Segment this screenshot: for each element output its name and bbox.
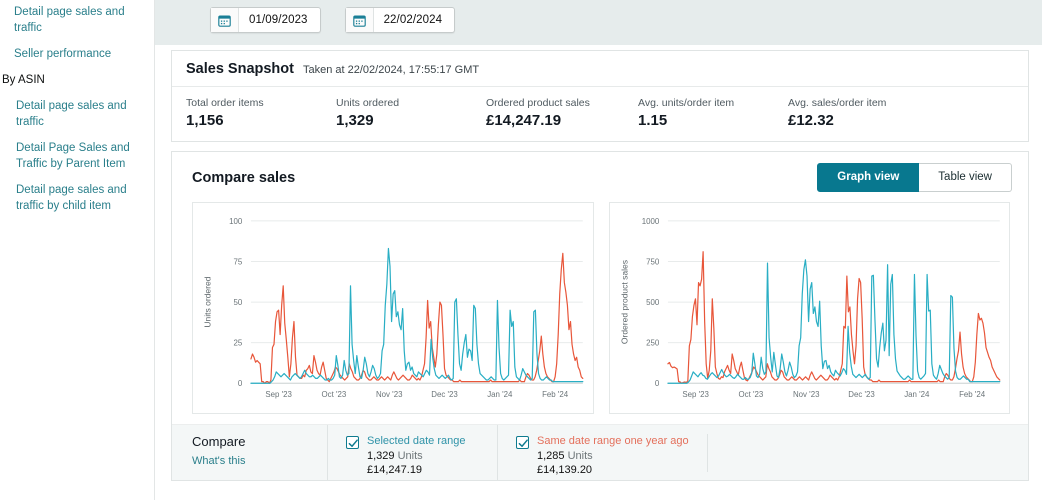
legend-series-name: Same date range one year ago	[537, 435, 689, 447]
compare-legend-footer: Compare What's this Selected date range …	[172, 424, 1028, 480]
svg-text:Jan '24: Jan '24	[487, 390, 513, 399]
check-icon	[348, 439, 358, 447]
legend-units-value: 1,285	[537, 450, 565, 462]
calendar-icon	[345, 8, 374, 32]
date-range-bar: 01/09/2023 22/02/2024	[155, 0, 1042, 45]
chart-ordered-product-sales[interactable]: 0 250 500 750 1000 Ordered product sales Sep '…	[608, 202, 1010, 414]
legend-units-word: Units	[397, 450, 423, 462]
sidebar-item-detail-page-sales-traffic-asin[interactable]: Detail page sales and traffic	[16, 100, 127, 128]
svg-text:100: 100	[229, 217, 243, 226]
svg-text:75: 75	[233, 257, 242, 266]
legend-units: 1,285 Units	[537, 449, 689, 463]
tab-table-view[interactable]: Table view	[919, 163, 1012, 192]
metric-label: Units ordered	[336, 97, 400, 109]
metric-value: £14,247.19	[486, 112, 562, 129]
svg-text:500: 500	[646, 298, 660, 307]
legend-item-prior-year-range: Same date range one year ago 1,285 Units…	[497, 425, 707, 480]
metric-avg-units-per-order-item: Avg. units/order item 1.15	[638, 96, 788, 130]
legend-units-value: 1,329	[367, 450, 395, 462]
charts-container: 0 25 50 75 100 Units ordered Sep '23 Oct '23 Nov…	[172, 202, 1028, 414]
chart-units-ordered[interactable]: 0 25 50 75 100 Units ordered Sep '23 Oct '23 Nov…	[192, 202, 594, 414]
svg-text:250: 250	[646, 339, 660, 348]
svg-text:25: 25	[233, 339, 242, 348]
sidebar-item-seller-performance[interactable]: Seller performance	[14, 48, 112, 60]
svg-text:Oct '23: Oct '23	[738, 390, 763, 399]
tab-graph-view[interactable]: Graph view	[817, 163, 920, 192]
calendar-icon	[211, 8, 239, 32]
compare-label-group: Compare What's this	[192, 425, 327, 480]
svg-text:Ordered product sales: Ordered product sales	[619, 260, 629, 344]
legend-sales: £14,139.20	[537, 464, 593, 476]
sidebar-item-detail-page-sales-traffic[interactable]: Detail page sales and traffic	[14, 6, 125, 34]
sales-snapshot-panel: Sales Snapshot Taken at 22/02/2024, 17:5…	[171, 50, 1029, 142]
legend-checkbox-prior-year-range[interactable]	[516, 436, 529, 449]
svg-text:0: 0	[654, 379, 659, 388]
svg-text:Jan '24: Jan '24	[904, 390, 930, 399]
metrics-row: Total order items 1,156 Units ordered 1,…	[172, 87, 1028, 141]
legend-item-selected-range: Selected date range 1,329 Units £14,247.…	[327, 425, 497, 480]
main-content: 01/09/2023 22/02/2024	[155, 0, 1042, 500]
metric-total-order-items: Total order items 1,156	[186, 96, 336, 130]
svg-text:Feb '24: Feb '24	[542, 390, 569, 399]
legend-checkbox-selected-range[interactable]	[346, 436, 359, 449]
metric-avg-sales-per-order-item: Avg. sales/order item £12.32	[788, 96, 896, 130]
metric-value: 1.15	[638, 112, 668, 129]
start-date-value[interactable]: 01/09/2023	[249, 14, 308, 26]
svg-text:Sep '23: Sep '23	[265, 390, 292, 399]
metric-units-ordered: Units ordered 1,329	[336, 96, 486, 130]
metric-value: £12.32	[788, 112, 834, 129]
svg-text:Nov '23: Nov '23	[792, 390, 819, 399]
svg-text:Sep '23: Sep '23	[682, 390, 709, 399]
svg-text:Dec '23: Dec '23	[431, 390, 458, 399]
compare-sales-title: Compare sales	[192, 169, 296, 186]
metric-value: 1,156	[186, 112, 224, 129]
metric-label: Total order items	[186, 97, 264, 109]
legend-units-word: Units	[567, 450, 593, 462]
sidebar-group-by-asin: By ASIN	[2, 74, 45, 86]
svg-text:1000: 1000	[641, 217, 659, 226]
snapshot-timestamp: Taken at 22/02/2024, 17:55:17 GMT	[302, 64, 480, 76]
svg-text:50: 50	[233, 298, 242, 307]
check-icon	[518, 439, 528, 447]
sidebar-item-detail-page-sales-traffic-parent[interactable]: Detail Page Sales and Traffic by Parent …	[16, 142, 130, 170]
svg-text:Dec '23: Dec '23	[848, 390, 875, 399]
view-toggle-group: Graph view Table view	[817, 163, 1012, 192]
start-date-picker[interactable]: 01/09/2023	[210, 7, 321, 33]
legend-divider	[706, 434, 708, 472]
end-date-value[interactable]: 22/02/2024	[383, 14, 443, 26]
compare-sales-header: Compare sales Graph view Table view	[172, 152, 1028, 202]
svg-text:Oct '23: Oct '23	[322, 390, 347, 399]
metric-label: Avg. units/order item	[638, 97, 735, 109]
svg-text:750: 750	[646, 257, 660, 266]
sidebar: Detail page sales and traffic Seller per…	[0, 0, 155, 500]
metric-value: 1,329	[336, 112, 374, 129]
compare-sales-panel: Compare sales Graph view Table view 0 25 5…	[171, 151, 1029, 481]
sales-snapshot-header: Sales Snapshot Taken at 22/02/2024, 17:5…	[172, 51, 1028, 87]
legend-units: 1,329 Units	[367, 449, 465, 463]
svg-text:Nov '23: Nov '23	[376, 390, 403, 399]
legend-series-name: Selected date range	[367, 435, 466, 447]
whats-this-link[interactable]: What's this	[192, 455, 246, 467]
legend-sales: £14,247.19	[367, 464, 423, 476]
svg-text:Units ordered: Units ordered	[203, 276, 213, 327]
metric-ordered-product-sales: Ordered product sales £14,247.19	[486, 96, 638, 130]
end-date-picker[interactable]: 22/02/2024	[344, 7, 456, 33]
page-title: Sales Snapshot	[186, 61, 294, 77]
compare-heading: Compare	[192, 434, 246, 449]
svg-text:Feb '24: Feb '24	[959, 390, 986, 399]
metric-label: Ordered product sales	[486, 97, 590, 109]
svg-text:0: 0	[238, 379, 243, 388]
sidebar-item-detail-page-sales-traffic-child[interactable]: Detail page sales and traffic by child i…	[16, 184, 127, 212]
metric-label: Avg. sales/order item	[788, 97, 887, 109]
